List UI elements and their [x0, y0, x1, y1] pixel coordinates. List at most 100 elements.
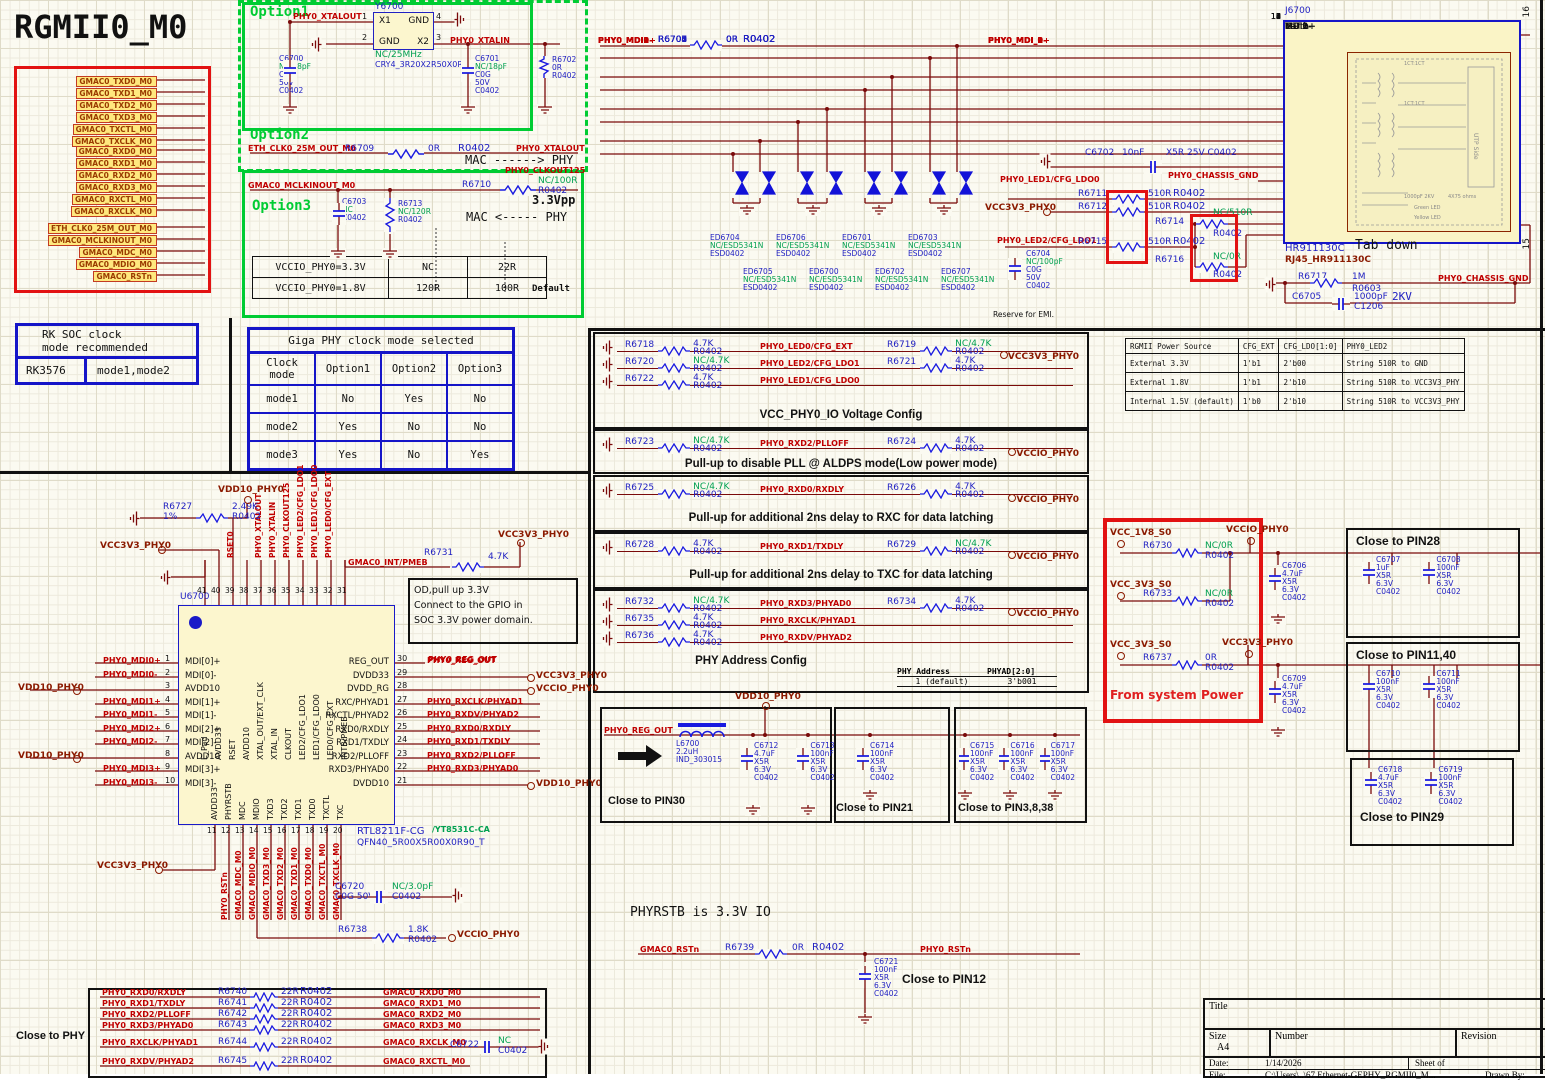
- sheet-port[interactable]: GMAC0_TXD3_M0: [17, 112, 205, 124]
- series-resistor-row[interactable]: PHY0_RXD0/RXDLY R6740 22R R0402 GMAC0_RX…: [88, 986, 543, 1003]
- connector-pin[interactable]: 9 MDI3-: [1275, 12, 1312, 32]
- power-net[interactable]: VCC3V3_PHY0: [536, 671, 608, 681]
- net-label[interactable]: PHY0_CLKOUT125: [282, 482, 291, 558]
- resistor-symbol[interactable]: [1196, 219, 1228, 230]
- pull-up-row[interactable]: R6736 4.7K R0402 PHY0_RXDV/PHYAD2: [595, 630, 1087, 648]
- power-net[interactable]: VDD10_PHY0: [536, 779, 602, 789]
- chip-pin[interactable]: TXC 20: [333, 762, 349, 872]
- chip-pin[interactable]: DVDD33 29: [285, 668, 545, 684]
- esd-diode[interactable]: ED6707 NC/ESD5341N ESD0402: [941, 267, 995, 292]
- connector-ref[interactable]: J6700: [1285, 6, 1311, 16]
- connector-pin[interactable]: 2 MDI0+: [1275, 12, 1316, 32]
- net-label[interactable]: GMAC0_TXD3_M0: [262, 847, 271, 920]
- chip-pin[interactable]: 33 LED1/CFG_LDO0: [309, 558, 325, 760]
- net-label[interactable]: PHY0_LED1/CFG_LDO0: [1000, 175, 1100, 184]
- resistor-ref[interactable]: R6710: [462, 180, 492, 190]
- net-label[interactable]: GMAC0_TXD2_M0: [276, 847, 285, 920]
- chip-pin[interactable]: PHYRSTB 12: [221, 762, 237, 872]
- phy-chip[interactable]: [178, 605, 395, 825]
- net-label[interactable]: PHY0_CHASSIS_GND: [1438, 274, 1529, 283]
- resistor-symbol[interactable]: [1112, 207, 1144, 218]
- capacitor[interactable]: C6713 100nF X5R 6.3V C0402: [796, 742, 835, 782]
- rj45-connector[interactable]: 9 MDI3- 8 MDI3+ 6 MDI2- 5 MDI2+ 7 MDI1- 4 MDI1+ 3 MDI…: [1270, 12, 1521, 244]
- net-label[interactable]: GMAC0_TXD0_M0: [304, 847, 313, 920]
- capacitor[interactable]: C6711 100nF X5R 6.3V C0402: [1422, 670, 1461, 710]
- chip-pin[interactable]: DVDD_RG 28: [285, 681, 545, 697]
- capacitor-C6709[interactable]: C6709 4.7uF X5R 6.3V C0402: [1268, 675, 1306, 715]
- series-resistor-row[interactable]: PHY0_RXD1/TXDLY R6741 22R R0402 GMAC0_RX…: [88, 997, 543, 1014]
- second-resistor[interactable]: R6721 4.7K R0402: [887, 356, 985, 374]
- resistor-symbol[interactable]: [1172, 548, 1202, 559]
- net-label[interactable]: PHY0_XTALOUT: [293, 12, 362, 21]
- capacitor[interactable]: C6712 4.7uF X5R 6.3V C0402: [740, 742, 778, 782]
- sheet-port[interactable]: GMAC0_TXD2_M0: [17, 100, 205, 112]
- second-resistor[interactable]: R6719 NC/4.7K R0402: [887, 339, 992, 357]
- capacitor[interactable]: C6718 4.7uF X5R 6.3V C0402: [1364, 766, 1402, 806]
- second-resistor[interactable]: R6726 4.7K R0402: [887, 482, 985, 500]
- resistor-R6713[interactable]: R6713 NC/120R R0402: [384, 198, 431, 236]
- chip-pin[interactable]: 35 CLKOUT: [281, 558, 297, 760]
- net-label[interactable]: PHY0_LED2/CFG_LDO1: [296, 464, 305, 558]
- crystal-symbol[interactable]: X1 GND GND X2: [373, 12, 434, 50]
- sheet-port[interactable]: GMAC0_TXD0_M0: [17, 76, 205, 88]
- resistor-symbol[interactable]: [1172, 660, 1202, 671]
- sheet-port[interactable]: GMAC0_MDIO_M0: [17, 259, 205, 271]
- series-resistor-row[interactable]: PHY0_RXD2/PLLOFF R6742 22R R0402 GMAC0_R…: [88, 1008, 543, 1025]
- resistor-symbol[interactable]: [452, 562, 484, 573]
- sheet-port[interactable]: GMAC0_TXCTL_M0: [17, 124, 205, 136]
- net-label[interactable]: GMAC0_MDC_M0: [234, 850, 243, 920]
- second-resistor[interactable]: R6724 4.7K R0402: [887, 436, 985, 454]
- net-label[interactable]: GMAC0_TXCLK_M0: [332, 842, 341, 920]
- connector-pin[interactable]: 10 Earth: [1270, 12, 1310, 32]
- connector-pin[interactable]: 5 MDI2+: [1275, 12, 1316, 32]
- chip-pin[interactable]: 39 RSET: [225, 558, 241, 760]
- rail-port[interactable]: VCC3V3_PHY0: [999, 344, 1079, 363]
- esd-diode[interactable]: ED6703 NC/ESD5341N ESD0402: [908, 233, 962, 258]
- pull-up-row[interactable]: R6735 4.7K R0402 PHY0_RXCLK/PHYAD1: [595, 613, 1087, 631]
- connector-pin[interactable]: 12 G-: [1270, 12, 1296, 32]
- chip-pin[interactable]: AVDD33 11: [207, 762, 223, 872]
- capacitor[interactable]: C6717 100nF X5R 6.3V C0402: [1038, 742, 1075, 782]
- pull-up-row[interactable]: R6725 NC/4.7K R0402 PHY0_RXD0/RXDLY R6726…: [595, 482, 1087, 500]
- rail-port[interactable]: VCCIO_PHY0: [1008, 544, 1079, 563]
- net-label[interactable]: PHY0_RSTn: [920, 945, 971, 954]
- series-resistor-row[interactable]: PHY0_RXD3/PHYAD0 R6743 22R R0402 GMAC0_R…: [88, 1019, 543, 1036]
- resistor-symbol[interactable]: [388, 148, 424, 160]
- series-resistor-row[interactable]: PHY0_RXDV/PHYAD2 R6745 22R R0402 GMAC0_R…: [88, 1055, 543, 1072]
- net-label[interactable]: PHY0_LED0/CFG_EXT: [324, 471, 333, 558]
- chip-pin[interactable]: TXCTL 19: [319, 762, 335, 872]
- chip-pin[interactable]: RXD1/TXDLY 24 PHY0_RXD1/TXDLY: [285, 735, 545, 751]
- net-label[interactable]: GMAC0_MDIO_M0: [248, 846, 257, 920]
- chip-pin[interactable]: RXD0/RXDLY 25 PHY0_RXD0/RXDLY: [285, 722, 545, 738]
- pull-up-row[interactable]: R6718 4.7K R0402 PHY0_LED0/CFG_EXT R6719 …: [595, 339, 1087, 357]
- connector-pin[interactable]: 4 MDI1+: [1275, 12, 1316, 32]
- sheet-port[interactable]: GMAC0_RSTn: [17, 271, 205, 283]
- chip-pin[interactable]: PHY0_MDI1- 5 MDI[1]-: [95, 708, 255, 724]
- resistor-symbol[interactable]: [500, 184, 536, 196]
- pull-up-row[interactable]: R6732 NC/4.7K R0402 PHY0_RXD3/PHYAD0 R673…: [595, 596, 1087, 614]
- net-label[interactable]: PHY0_LED1/CFG_LDO0: [310, 464, 319, 558]
- capacitor[interactable]: C6714 100nF X5R 6.3V C0402: [856, 742, 894, 782]
- net-label[interactable]: PHY0_REG_OUT: [604, 726, 673, 735]
- resistor-ref[interactable]: R6716: [1155, 255, 1185, 265]
- esd-diode[interactable]: ED6700 NC/ESD5341N ESD0402: [809, 267, 863, 292]
- connector-pin[interactable]: 6 MDI2-: [1275, 12, 1312, 32]
- capacitor[interactable]: C6707 1uF X5R 6.3V C0402: [1362, 556, 1400, 596]
- net-label[interactable]: PHY0_XTALOUT: [516, 144, 585, 153]
- rail-port[interactable]: VCCIO_PHY0: [1008, 601, 1079, 620]
- capacitor-ref[interactable]: C6720: [335, 882, 365, 892]
- sheet-port[interactable]: GMAC0_MDC_M0: [17, 247, 205, 259]
- net-label[interactable]: GMAC0_INT/PMEB: [348, 558, 428, 567]
- resistor-symbol[interactable]: [755, 949, 787, 960]
- power-net[interactable]: VCC_3V3_S0: [1110, 640, 1172, 650]
- chip-ref[interactable]: U6700: [180, 592, 210, 602]
- second-resistor[interactable]: R6734 4.7K R0402: [887, 596, 985, 614]
- resistor-symbol[interactable]: [372, 933, 404, 944]
- capacitor-symbol[interactable]: [1144, 160, 1162, 174]
- second-resistor[interactable]: R6729 NC/4.7K R0402: [887, 539, 992, 557]
- esd-diode[interactable]: ED6701 NC/ESD5341N ESD0402: [842, 233, 896, 258]
- net-label[interactable]: ETH_CLK0_25M_OUT_M0: [248, 144, 356, 153]
- pull-up-row[interactable]: R6723 NC/4.7K R0402 PHY0_RXD2/PLLOFF R672…: [595, 436, 1087, 454]
- net-label[interactable]: PHY0_XTALIN: [268, 501, 277, 558]
- chip-pin[interactable]: PHY0_MDI2+ 6 MDI[2]+: [95, 722, 255, 738]
